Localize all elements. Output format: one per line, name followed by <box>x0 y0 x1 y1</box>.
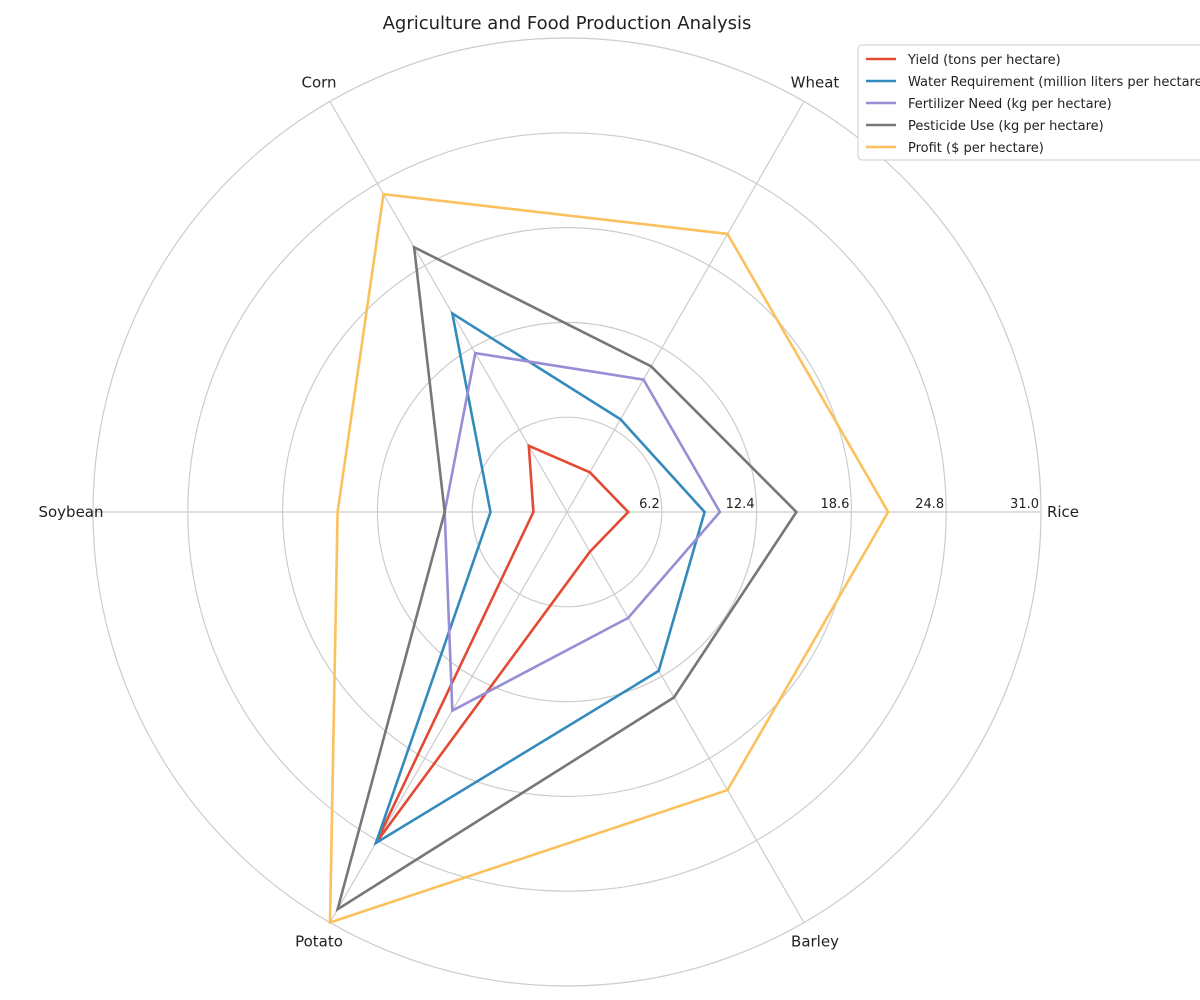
legend-entry: Yield (tons per hectare) <box>907 53 1061 68</box>
legend-entry: Profit ($ per hectare) <box>908 141 1044 156</box>
series-lines <box>328 192 890 925</box>
legend-entry: Fertilizer Need (kg per hectare) <box>908 97 1112 112</box>
grid-spoke <box>329 511 568 923</box>
grid-spoke <box>329 101 568 513</box>
legend: Yield (tons per hectare) Water Requiremen… <box>857 44 1200 161</box>
chart-title: Agriculture and Food Production Analysis <box>383 13 752 34</box>
category-label-corn: Corn <box>301 73 336 91</box>
grid-spoke <box>566 511 805 923</box>
series-line-4 <box>328 192 890 925</box>
legend-box <box>857 44 1200 161</box>
series-line-0 <box>374 443 631 844</box>
radial-tick-label: 18.6 <box>820 497 849 512</box>
radial-tick-labels: 6.2 12.4 18.6 24.8 31.0 <box>639 497 1039 512</box>
category-labels: Rice Wheat Corn Soybean Potato Barley <box>38 73 1079 950</box>
radial-tick-label: 6.2 <box>639 497 660 512</box>
radial-tick-label: 24.8 <box>915 497 944 512</box>
series-line-1 <box>373 310 707 846</box>
grid-spoke <box>566 101 805 513</box>
category-label-soybean: Soybean <box>38 503 103 521</box>
legend-entry: Pesticide Use (kg per hectare) <box>908 119 1104 134</box>
category-label-barley: Barley <box>791 933 839 951</box>
series-line-2 <box>443 351 722 713</box>
radial-tick-label: 31.0 <box>1010 497 1039 512</box>
category-label-potato: Potato <box>295 933 343 951</box>
legend-entry: Water Requirement (million liters per he… <box>908 75 1200 90</box>
category-label-rice: Rice <box>1047 503 1079 521</box>
grid-spokes <box>93 101 1041 923</box>
series-line-3 <box>335 244 799 913</box>
category-label-wheat: Wheat <box>791 73 840 91</box>
radial-tick-label: 12.4 <box>726 497 755 512</box>
